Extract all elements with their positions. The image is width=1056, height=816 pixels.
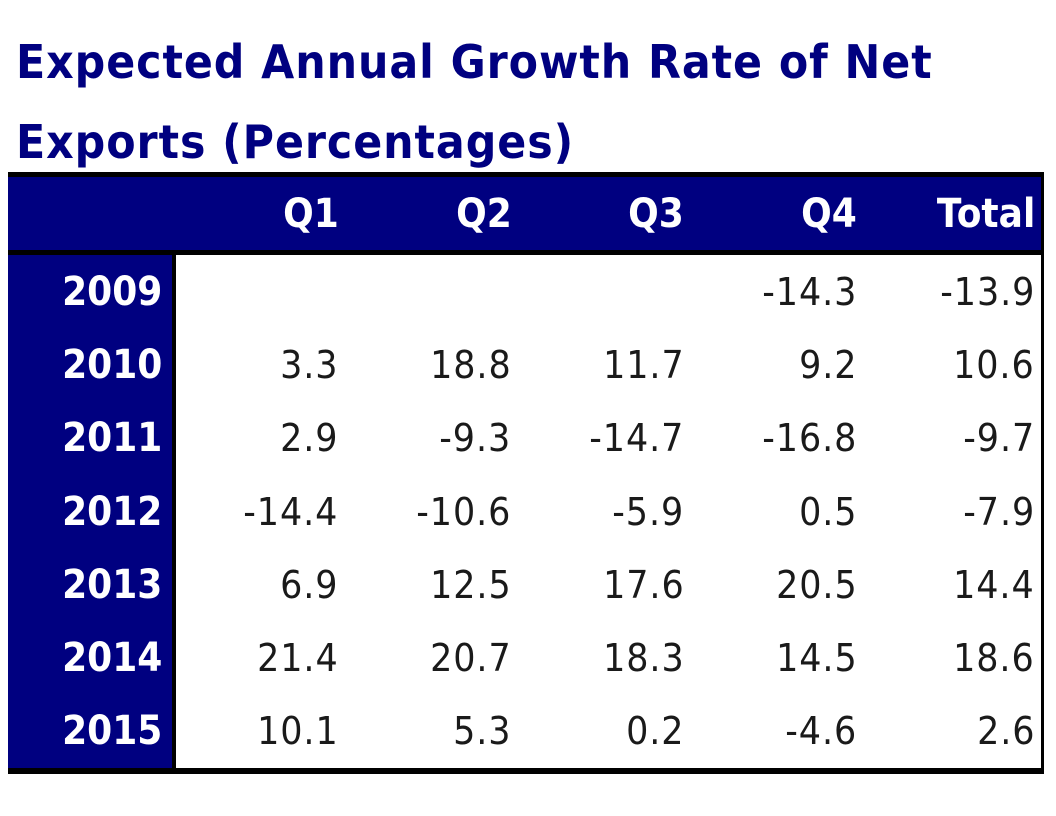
title-line-1: Expected Annual Growth Rate of Net — [16, 35, 933, 89]
row-year-label: 2011 — [8, 401, 176, 475]
cell-q4: 0.5 — [694, 474, 868, 549]
cell-total: -7.9 — [867, 474, 1041, 549]
cell-total: -9.7 — [867, 401, 1041, 475]
header-q1: Q1 — [283, 190, 339, 237]
title-line-2: Exports (Percentages) — [16, 115, 575, 169]
header-corner-cell — [8, 177, 176, 250]
header-q4: Q4 — [801, 190, 858, 237]
cell-q2: -10.6 — [348, 474, 522, 549]
row-year-label: 2014 — [8, 621, 176, 695]
cell-q4: -16.8 — [694, 401, 868, 475]
cell-q1: 10.1 — [175, 694, 349, 769]
cell-q3: 11.7 — [521, 328, 695, 402]
cell-q2: -9.3 — [348, 401, 522, 475]
cell-q3: -14.7 — [521, 401, 695, 475]
cell-q4: -4.6 — [694, 694, 868, 769]
cell-q3: 18.3 — [521, 621, 695, 695]
cell-q2: 12.5 — [348, 548, 522, 622]
row-year-label: 2009 — [8, 255, 176, 329]
header-q2: Q2 — [455, 190, 512, 237]
header-q3: Q3 — [628, 190, 685, 237]
cell-total: -13.9 — [867, 255, 1041, 329]
table-title: Expected Annual Growth Rate of Net Expor… — [16, 22, 965, 182]
cell-q3 — [521, 255, 695, 329]
table-row: 2010 3.3 18.8 11.7 9.2 10.6 — [8, 328, 1041, 402]
cell-q4: -14.3 — [694, 255, 868, 329]
cell-q4: 14.5 — [694, 621, 868, 695]
cell-q2: 20.7 — [348, 621, 522, 695]
cell-q2: 18.8 — [348, 328, 522, 402]
cell-q1: 2.9 — [175, 401, 349, 475]
cell-q1: 6.9 — [175, 548, 349, 622]
table-row: 2012 -14.4 -10.6 -5.9 0.5 -7.9 — [8, 474, 1041, 549]
header-total: Total — [936, 190, 1035, 237]
cell-q1: 3.3 — [175, 328, 349, 402]
row-year-label: 2010 — [8, 328, 176, 402]
cell-q2: 5.3 — [348, 694, 522, 769]
cell-q3: 17.6 — [521, 548, 695, 622]
cell-total: 10.6 — [867, 328, 1041, 402]
cell-q3: -5.9 — [521, 474, 695, 549]
table-row: 2015 10.1 5.3 0.2 -4.6 2.6 — [8, 694, 1041, 769]
cell-q1: -14.4 — [175, 474, 349, 549]
cell-total: 18.6 — [867, 621, 1041, 695]
cell-total: 14.4 — [867, 548, 1041, 622]
cell-q4: 20.5 — [694, 548, 868, 622]
growth-rate-table: Q1 Q2 Q3 Q4 Total 2009 -14.3 -13.9 2010 3.3 1… — [8, 172, 1044, 775]
row-year-label: 2015 — [8, 694, 176, 769]
table-body: 2009 -14.3 -13.9 2010 3.3 18.8 11.7 9.2 10.6 2011… — [8, 255, 1041, 769]
table-row: 2013 6.9 12.5 17.6 20.5 14.4 — [8, 548, 1041, 622]
table-header-row: Q1 Q2 Q3 Q4 Total — [8, 177, 1041, 255]
cell-q4: 9.2 — [694, 328, 868, 402]
table-row: 2014 21.4 20.7 18.3 14.5 18.6 — [8, 621, 1041, 695]
cell-q3: 0.2 — [521, 694, 695, 769]
row-year-label: 2013 — [8, 548, 176, 622]
row-year-label: 2012 — [8, 474, 176, 549]
cell-q1: 21.4 — [175, 621, 349, 695]
cell-q2 — [348, 255, 522, 329]
cell-total: 2.6 — [867, 694, 1041, 769]
cell-q1 — [175, 255, 349, 329]
table-row: 2011 2.9 -9.3 -14.7 -16.8 -9.7 — [8, 401, 1041, 475]
table-row: 2009 -14.3 -13.9 — [8, 255, 1041, 329]
